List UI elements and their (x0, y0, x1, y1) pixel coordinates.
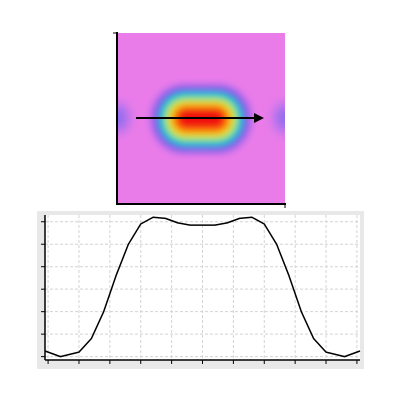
arrow-head (254, 113, 264, 123)
profile-line (44, 216, 361, 358)
side-lobe (118, 104, 128, 132)
side-lobe (275, 104, 285, 132)
plot (41, 215, 361, 364)
